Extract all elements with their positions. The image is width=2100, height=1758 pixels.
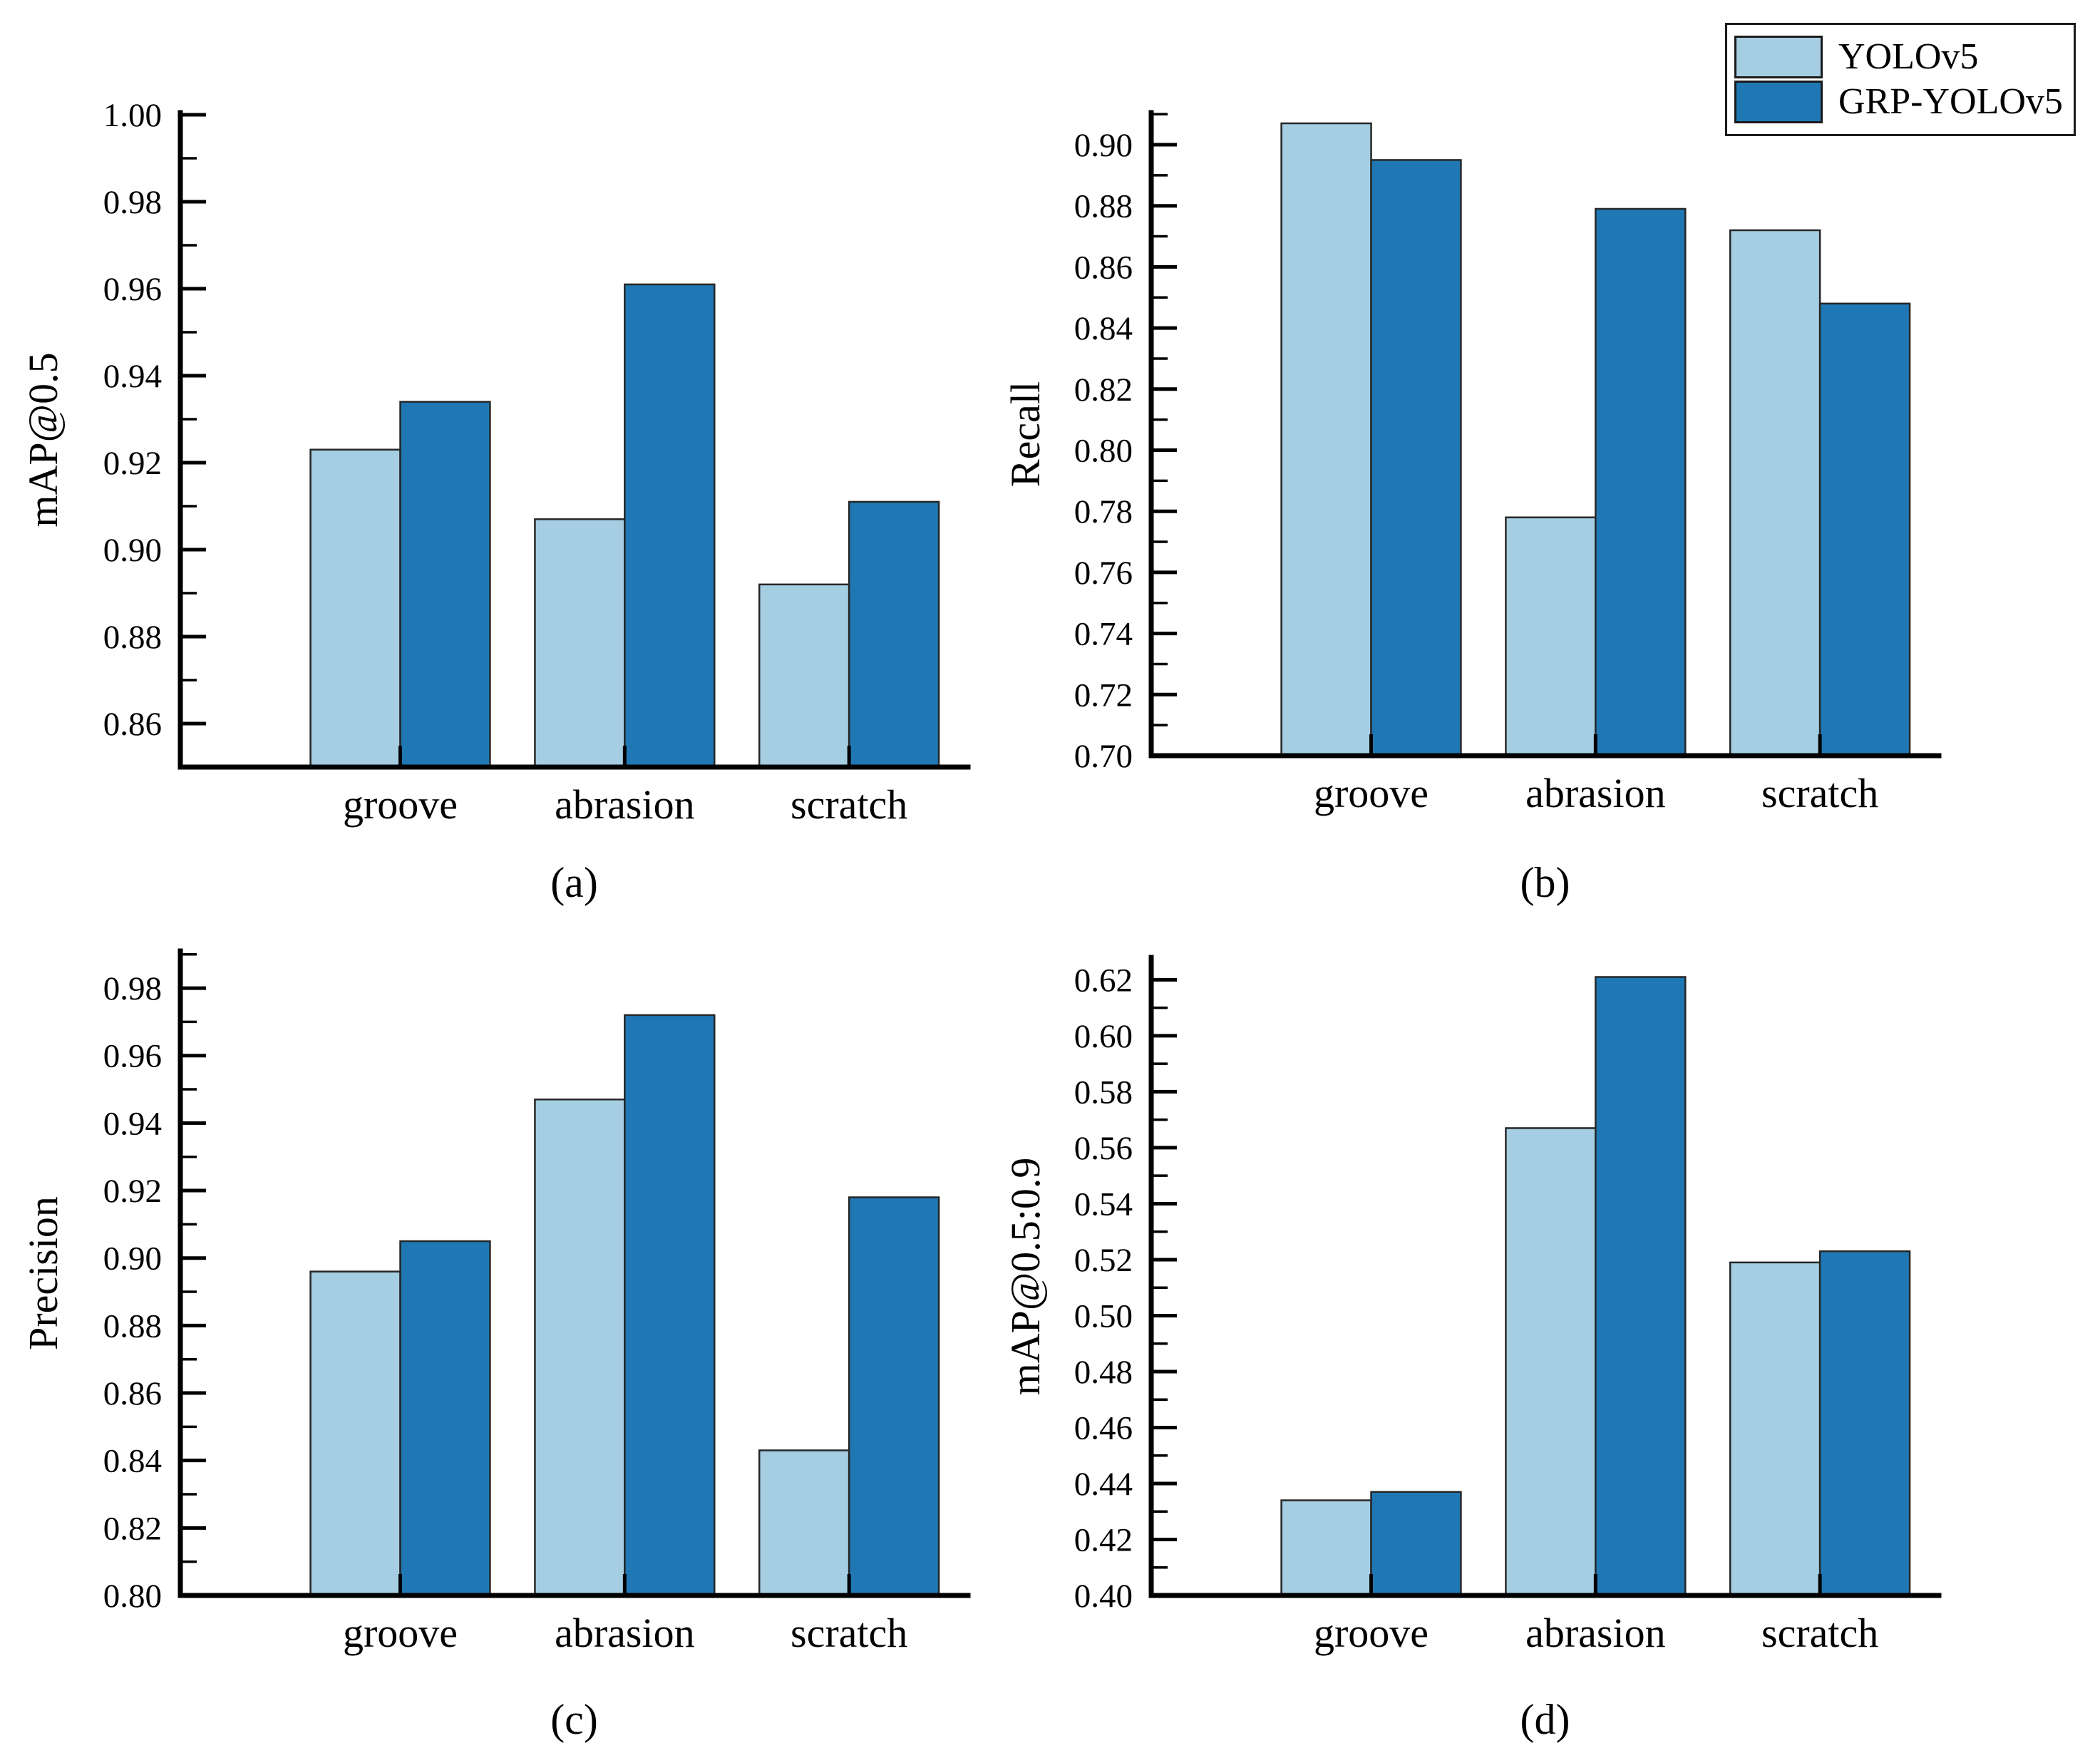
ytick-label-a: 0.96 — [103, 271, 162, 308]
ylabel-c: Precision — [20, 1196, 66, 1350]
ytick-label-b: 0.80 — [1074, 432, 1133, 469]
ytick-label-b: 0.84 — [1074, 310, 1133, 347]
bar-a-groove-yolov5 — [309, 448, 401, 769]
bar-a-abrasion-yolov5 — [534, 518, 626, 769]
ytick-label-b: 0.78 — [1074, 493, 1133, 530]
ytick-label-d: 0.60 — [1074, 1018, 1133, 1055]
ytick-label-d: 0.62 — [1074, 962, 1133, 999]
ytick-label-d: 0.52 — [1074, 1242, 1133, 1279]
ytick-label-c: 0.94 — [103, 1105, 162, 1142]
ytick-label-d: 0.46 — [1074, 1409, 1133, 1446]
xtick-label-d-groove: groove — [1314, 1610, 1429, 1656]
ytick-label-d: 0.42 — [1074, 1521, 1133, 1558]
bar-d-groove-grp-yolov5 — [1370, 1491, 1462, 1597]
ytick-label-c: 0.88 — [103, 1307, 162, 1345]
ytick-label-b: 0.86 — [1074, 249, 1133, 286]
bar-a-groove-grp-yolov5 — [399, 401, 491, 769]
ytick-label-d: 0.50 — [1074, 1297, 1133, 1335]
ytick-label-a: 0.90 — [103, 532, 162, 569]
bar-d-scratch-grp-yolov5 — [1818, 1250, 1911, 1597]
xtick-label-a-scratch: scratch — [791, 781, 907, 828]
ytick-label-d: 0.58 — [1074, 1074, 1133, 1111]
bar-d-groove-yolov5 — [1280, 1499, 1372, 1597]
caption-c: (c) — [550, 1696, 598, 1743]
ytick-label-a: 0.94 — [103, 358, 162, 395]
ylabel-b: Recall — [1002, 381, 1049, 487]
ytick-label-d: 0.40 — [1074, 1578, 1133, 1615]
ytick-label-c: 0.90 — [103, 1240, 162, 1278]
bar-d-scratch-yolov5 — [1729, 1261, 1821, 1597]
bar-c-scratch-yolov5 — [758, 1449, 850, 1597]
ytick-label-a: 0.98 — [103, 184, 162, 221]
ytick-label-c: 0.86 — [103, 1375, 162, 1412]
ytick-label-c: 0.96 — [103, 1038, 162, 1075]
ytick-label-d: 0.56 — [1074, 1130, 1133, 1167]
legend-item-yolov5: YOLOv5 — [1734, 36, 2066, 78]
ytick-label-b: 0.88 — [1074, 188, 1133, 225]
ytick-label-a: 0.92 — [103, 445, 162, 482]
bar-a-scratch-grp-yolov5 — [848, 500, 940, 769]
legend-item-grp-yolov5: GRP-YOLOv5 — [1734, 81, 2066, 123]
legend-label-yolov5: YOLOv5 — [1838, 36, 1979, 77]
ylabel-d: mAP@0.5:0.9 — [1002, 1158, 1049, 1396]
axes-spines-b — [1148, 110, 1942, 759]
axes-spines-d — [1148, 955, 1942, 1598]
axes-spines-a — [177, 110, 971, 770]
bar-c-scratch-grp-yolov5 — [848, 1196, 940, 1597]
xtick-label-b-groove: groove — [1314, 770, 1429, 816]
legend-label-grp-yolov5: GRP-YOLOv5 — [1838, 81, 2063, 122]
bar-c-abrasion-yolov5 — [534, 1099, 626, 1597]
ytick-label-a: 1.00 — [103, 97, 162, 134]
legend: YOLOv5 GRP-YOLOv5 — [1725, 23, 2076, 136]
legend-swatch-yolov5 — [1734, 36, 1823, 78]
xtick-label-d-abrasion: abrasion — [1525, 1610, 1666, 1656]
ytick-label-c: 0.98 — [103, 970, 162, 1007]
ytick-label-b: 0.74 — [1074, 616, 1133, 653]
xtick-label-a-groove: groove — [343, 781, 458, 828]
xtick-label-b-abrasion: abrasion — [1525, 770, 1666, 816]
bar-a-scratch-yolov5 — [758, 583, 850, 769]
bar-a-abrasion-grp-yolov5 — [624, 283, 716, 769]
ytick-label-c: 0.82 — [103, 1510, 162, 1547]
xtick-label-c-abrasion: abrasion — [555, 1610, 695, 1656]
xtick-label-d-scratch: scratch — [1761, 1610, 1878, 1656]
bar-b-scratch-grp-yolov5 — [1818, 302, 1911, 757]
xtick-label-a-abrasion: abrasion — [555, 781, 695, 828]
bar-c-groove-yolov5 — [309, 1270, 401, 1597]
ytick-label-c: 0.92 — [103, 1173, 162, 1210]
xtick-label-c-scratch: scratch — [791, 1610, 907, 1656]
legend-swatch-grp-yolov5 — [1734, 81, 1823, 123]
xtick-label-b-scratch: scratch — [1761, 770, 1878, 816]
caption-b: (b) — [1520, 859, 1570, 906]
ytick-label-a: 0.86 — [103, 706, 162, 743]
bar-d-abrasion-grp-yolov5 — [1595, 976, 1687, 1597]
ytick-label-a: 0.88 — [103, 619, 162, 656]
bar-b-abrasion-grp-yolov5 — [1595, 207, 1687, 757]
bar-d-abrasion-yolov5 — [1505, 1127, 1597, 1597]
bar-b-scratch-yolov5 — [1729, 229, 1821, 757]
xtick-label-c-groove: groove — [343, 1610, 458, 1656]
ytick-label-d: 0.48 — [1074, 1354, 1133, 1391]
ytick-label-b: 0.82 — [1074, 371, 1133, 408]
ytick-label-b: 0.76 — [1074, 555, 1133, 592]
ytick-label-b: 0.72 — [1074, 677, 1133, 714]
ytick-label-b: 0.90 — [1074, 127, 1133, 164]
ylabel-a: mAP@0.5 — [20, 352, 66, 527]
ytick-label-c: 0.80 — [103, 1578, 162, 1615]
ytick-label-c: 0.84 — [103, 1443, 162, 1480]
caption-d: (d) — [1520, 1696, 1570, 1743]
ytick-label-d: 0.44 — [1074, 1466, 1133, 1503]
ytick-label-d: 0.54 — [1074, 1186, 1133, 1223]
bar-c-groove-grp-yolov5 — [399, 1240, 491, 1597]
axes-spines-c — [177, 948, 971, 1598]
ytick-label-b: 0.70 — [1074, 738, 1133, 775]
bar-b-groove-grp-yolov5 — [1370, 159, 1462, 757]
bar-b-groove-yolov5 — [1280, 122, 1372, 757]
bar-b-abrasion-yolov5 — [1505, 516, 1597, 757]
bar-c-abrasion-grp-yolov5 — [624, 1014, 716, 1597]
caption-a: (a) — [550, 859, 598, 906]
